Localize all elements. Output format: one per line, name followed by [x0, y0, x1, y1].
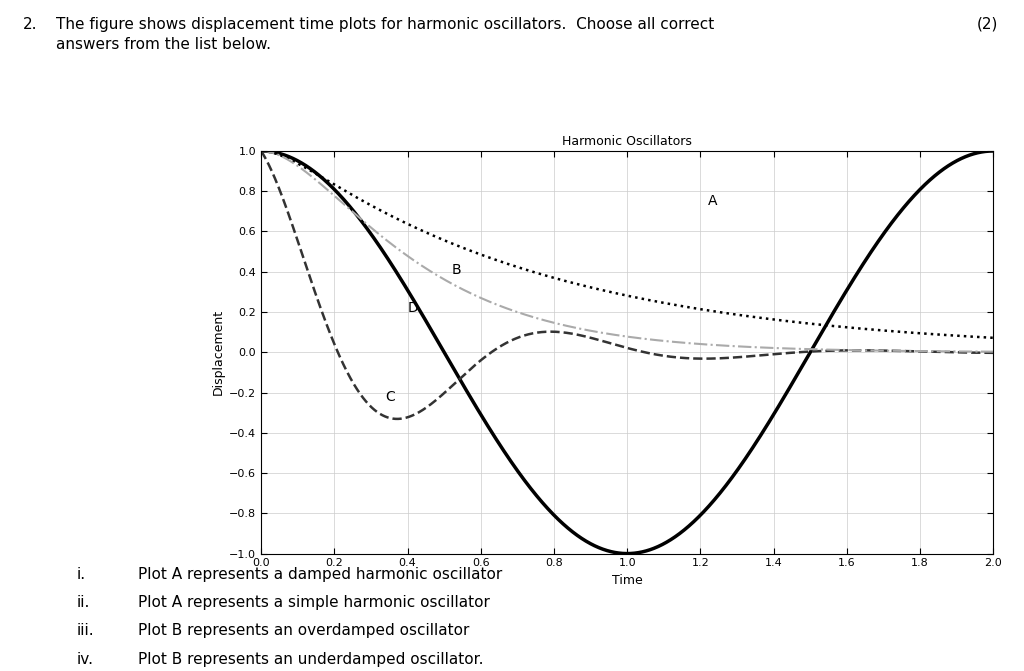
Text: The figure shows displacement time plots for harmonic oscillators.  Choose all c: The figure shows displacement time plots…: [56, 17, 715, 32]
Text: (2): (2): [977, 17, 998, 32]
Text: C: C: [386, 390, 395, 403]
Text: B: B: [452, 263, 461, 276]
Text: i.: i.: [77, 567, 86, 582]
Text: Plot B represents an overdamped oscillator: Plot B represents an overdamped oscillat…: [138, 623, 470, 638]
Text: A: A: [708, 195, 717, 208]
Text: 2.: 2.: [23, 17, 37, 32]
Text: answers from the list below.: answers from the list below.: [56, 37, 271, 52]
Text: Plot A represents a simple harmonic oscillator: Plot A represents a simple harmonic osci…: [138, 595, 490, 610]
Text: ii.: ii.: [77, 595, 90, 610]
Text: iii.: iii.: [77, 623, 94, 638]
Text: D: D: [408, 301, 418, 315]
Text: iv.: iv.: [77, 652, 94, 666]
Text: Plot B represents an underdamped oscillator.: Plot B represents an underdamped oscilla…: [138, 652, 483, 666]
Text: Plot A represents a damped harmonic oscillator: Plot A represents a damped harmonic osci…: [138, 567, 503, 582]
X-axis label: Time: Time: [611, 574, 643, 587]
Y-axis label: Displacement: Displacement: [212, 309, 225, 395]
Title: Harmonic Oscillators: Harmonic Oscillators: [562, 136, 692, 148]
